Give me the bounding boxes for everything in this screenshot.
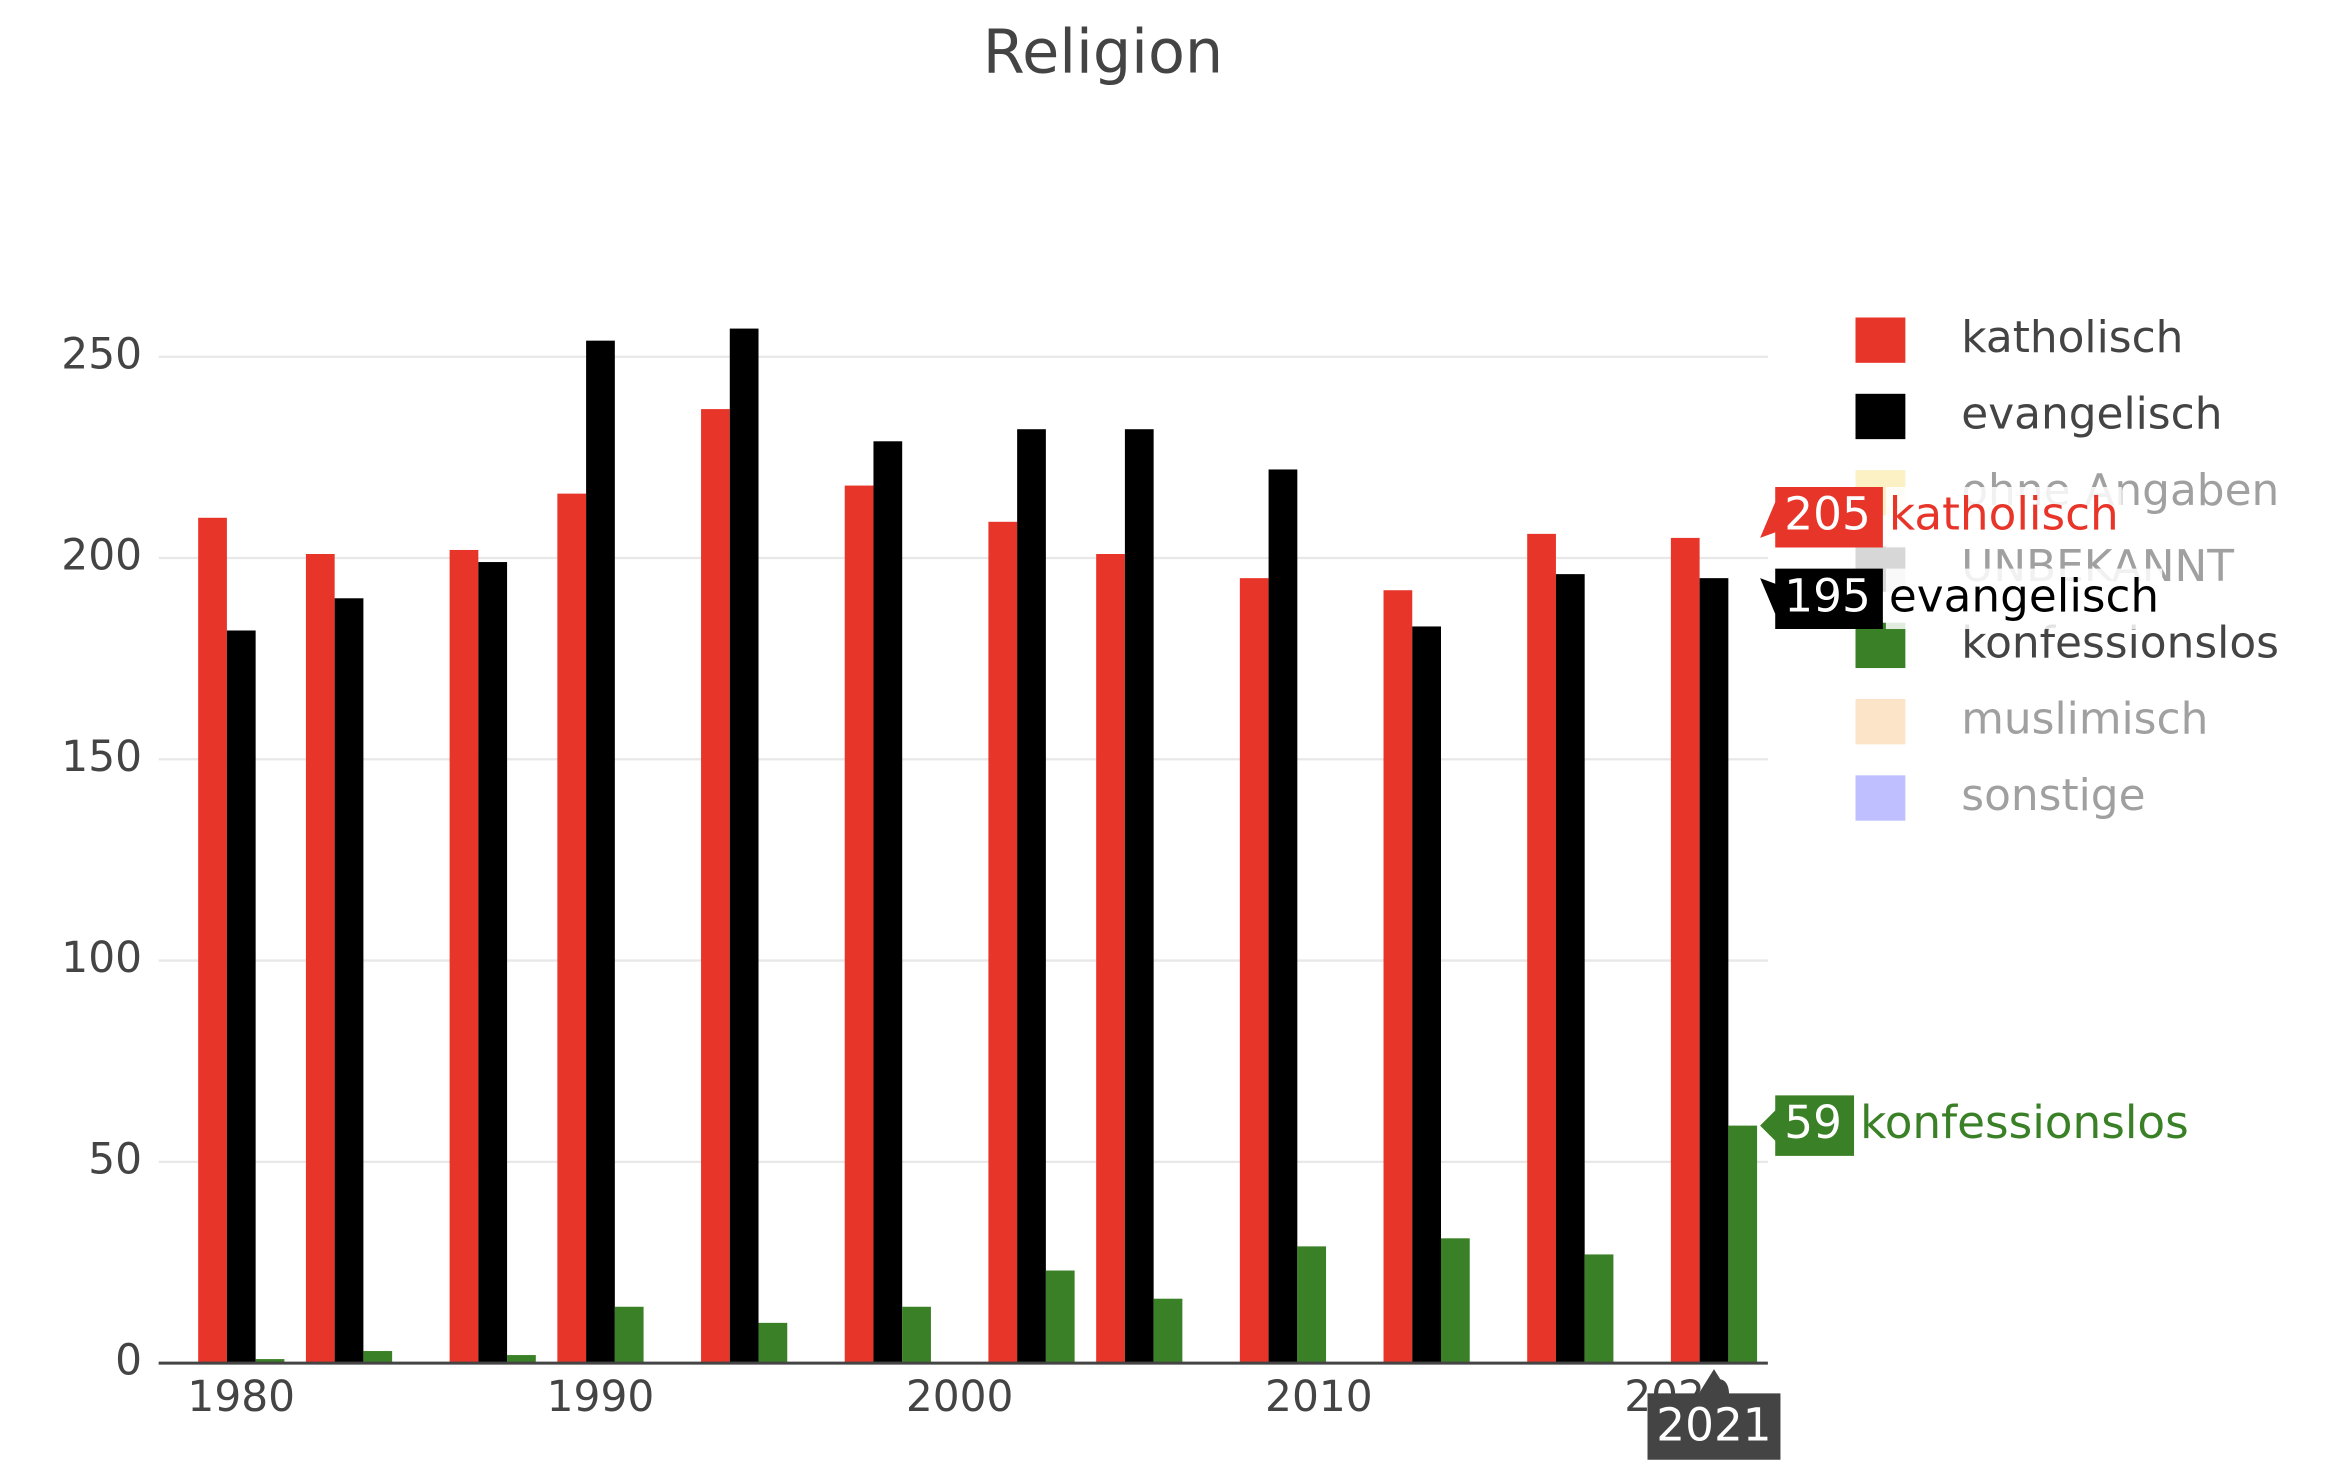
x-tick-label: 2000 (906, 1372, 1014, 1421)
hover-x-value: 2021 (1656, 1399, 1771, 1452)
bar (758, 1322, 788, 1364)
bar (1268, 469, 1298, 1364)
hover-box (1760, 487, 1883, 548)
bar (844, 485, 874, 1364)
hover-value: 195 (1784, 569, 1870, 622)
legend-item[interactable]: evangelisch (1855, 388, 2223, 440)
bar (586, 340, 615, 1364)
bar (1383, 590, 1413, 1364)
bar (1728, 1125, 1758, 1364)
bar (988, 521, 1018, 1364)
bar (255, 1359, 285, 1364)
hover-name: katholisch (1889, 488, 2119, 541)
x-tick-label: 1990 (547, 1372, 655, 1421)
bar (1670, 537, 1700, 1364)
bar (507, 1355, 536, 1364)
bar (305, 554, 335, 1364)
hover-label: 205 katholisch (1760, 487, 2122, 548)
bar (1153, 1298, 1183, 1364)
bar (1412, 626, 1441, 1364)
y-tick-label: 200 (61, 531, 142, 580)
legend-label: evangelisch (1961, 388, 2222, 439)
bar (1699, 578, 1729, 1364)
hover-value: 205 (1784, 488, 1870, 541)
legend-item[interactable]: muslimisch (1855, 694, 2209, 745)
bar (1096, 554, 1125, 1364)
chart-title: Religion (983, 18, 1223, 88)
y-tick-label: 100 (61, 933, 142, 982)
legend-swatch (1855, 622, 1906, 669)
bar (1584, 1254, 1614, 1364)
bar (1124, 429, 1154, 1364)
bar (557, 493, 587, 1364)
bar (1017, 429, 1046, 1364)
hover-value: 59 (1784, 1096, 1842, 1149)
hover-x-box (1647, 1369, 1781, 1460)
bar (198, 517, 227, 1364)
y-tick-label: 0 (115, 1336, 142, 1385)
y-tick-label: 150 (61, 732, 142, 781)
bar (873, 441, 903, 1364)
hover-name: evangelisch (1889, 569, 2159, 622)
legend-item[interactable]: katholisch (1855, 312, 2184, 363)
bar (334, 598, 364, 1364)
legend-label: sonstige (1961, 770, 2145, 821)
bar (729, 328, 759, 1364)
hover-name-bg (1885, 568, 2163, 630)
legend-swatch (1855, 775, 1906, 821)
hover-name-bg (1885, 487, 2122, 548)
legend-swatch (1855, 699, 1906, 745)
hover-label: 59 konfessionslos (1760, 1095, 2192, 1156)
bar (363, 1351, 393, 1364)
legend-label: muslimisch (1961, 694, 2208, 745)
bar (1297, 1246, 1327, 1364)
hover-x-label: 2021 (1647, 1369, 1781, 1460)
bar (478, 562, 508, 1364)
legend-swatch (1855, 393, 1906, 440)
hover-box (1760, 1095, 1855, 1156)
bar (614, 1306, 644, 1364)
legend-swatch (1855, 317, 1906, 363)
hover-box (1760, 568, 1883, 630)
legend-label: katholisch (1961, 312, 2183, 363)
bar (701, 409, 730, 1364)
x-tick-label: 1980 (187, 1372, 295, 1421)
bar (1555, 574, 1585, 1364)
hover-name-bg (1857, 1095, 2192, 1156)
bar (1045, 1270, 1075, 1364)
bar (1440, 1238, 1470, 1364)
legend-item[interactable]: sonstige (1855, 770, 2146, 821)
bar (1527, 533, 1556, 1364)
hover-name: konfessionslos (1860, 1096, 2189, 1149)
y-tick-label: 250 (61, 329, 142, 378)
x-tick-label: 2010 (1265, 1372, 1373, 1421)
hover-label: 195 evangelisch (1760, 568, 2163, 630)
bar (226, 630, 256, 1364)
y-tick-label: 50 (88, 1134, 142, 1183)
bar (1239, 578, 1269, 1364)
bar (449, 549, 479, 1364)
bar (902, 1306, 931, 1364)
